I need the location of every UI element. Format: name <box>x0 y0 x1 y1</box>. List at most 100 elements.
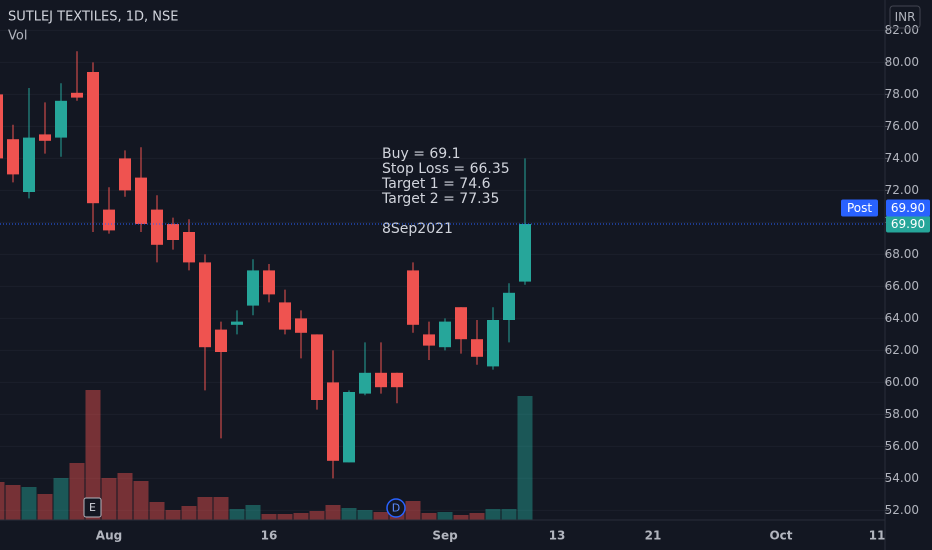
chart-title: SUTLEJ TEXTILES, 1D, NSE <box>8 10 178 25</box>
y-tick-label: 80.00 <box>885 55 919 69</box>
x-tick-label: Sep <box>432 529 458 543</box>
volume-bar <box>85 390 101 520</box>
volume-bar <box>53 478 69 520</box>
volume-bar <box>101 478 117 520</box>
candle-body <box>311 334 323 400</box>
candle-body <box>439 321 451 348</box>
candle-body <box>135 177 147 224</box>
volume-pane <box>0 390 533 520</box>
price-pane <box>0 51 531 479</box>
volume-bar <box>117 473 133 520</box>
post-tag-box <box>841 199 878 217</box>
x-tick-label: 11 <box>869 529 886 543</box>
volume-bar <box>373 512 389 520</box>
candle-body <box>215 329 227 352</box>
grid <box>0 29 885 511</box>
candle-body <box>455 307 467 340</box>
currency-box[interactable] <box>889 5 921 29</box>
volume-bar <box>421 513 437 520</box>
y-tick-label: 72.00 <box>885 183 919 197</box>
volume-bar <box>133 481 149 520</box>
post-price-label: 69.90 <box>891 201 925 215</box>
volume-bar <box>277 514 293 520</box>
candle-body <box>103 209 115 231</box>
volume-bar <box>261 514 277 520</box>
candle-body <box>279 302 291 330</box>
dividend-marker[interactable] <box>386 498 406 518</box>
volume-bar <box>181 506 197 520</box>
candle-body <box>359 372 371 394</box>
candle-body <box>151 209 163 245</box>
candle-body <box>327 382 339 461</box>
candle-body <box>0 94 3 159</box>
volume-bar <box>229 509 245 520</box>
x-tick-label: Aug <box>96 529 122 543</box>
candle-body <box>263 270 275 295</box>
volume-bar <box>485 509 501 520</box>
candle-body <box>231 321 243 325</box>
candle-body <box>39 134 51 141</box>
y-tick-label: 64.00 <box>885 311 919 325</box>
candle-body <box>343 392 355 463</box>
y-tick-label: 60.00 <box>885 375 919 389</box>
annotation-date: 8Sep2021 <box>382 221 453 237</box>
annotation-line: Target 2 = 77.35 <box>381 191 499 207</box>
volume-bar <box>69 463 85 520</box>
x-tick-label: 16 <box>261 529 278 543</box>
currency-label[interactable]: INR <box>895 10 916 24</box>
volume-bar <box>213 497 229 520</box>
candle-body <box>295 318 307 333</box>
candle-body <box>519 224 531 282</box>
y-axis: 52.00 54.00 56.00 58.00 60.00 62.00 64.00 66.00… <box>884 0 919 550</box>
candle-body <box>407 270 419 325</box>
volume-bar <box>501 509 517 520</box>
candle-body <box>423 334 435 346</box>
candle-body <box>167 224 179 240</box>
x-tick-label: Oct <box>769 529 792 543</box>
last-price-label: 69.90 <box>891 217 925 231</box>
volume-bar <box>0 482 5 520</box>
candle-body <box>247 270 259 306</box>
volume-bar <box>325 505 341 520</box>
volume-bar <box>405 501 421 520</box>
post-tag-label: Post <box>847 201 872 215</box>
volume-bar <box>437 512 453 520</box>
volume-bar <box>469 513 485 520</box>
y-tick-label: 76.00 <box>885 119 919 133</box>
candle-body <box>375 372 387 388</box>
candle-body <box>71 92 83 98</box>
candle-body <box>55 100 67 138</box>
volume-bar <box>5 485 21 520</box>
annotation-line: Stop Loss = 66.35 <box>382 161 510 177</box>
volume-bar <box>517 396 533 520</box>
earnings-marker[interactable] <box>83 497 102 518</box>
y-tick-label: 52.00 <box>885 503 919 517</box>
dividend-label[interactable]: D <box>392 502 400 515</box>
volume-bar <box>197 497 213 520</box>
volume-bar <box>149 502 165 520</box>
last-price-box <box>886 215 930 233</box>
volume-bar <box>309 511 325 520</box>
candle-body <box>87 72 99 204</box>
candle-body <box>119 158 131 191</box>
price-labels: 69.90 Post 69.90 <box>0 199 930 233</box>
candle-body <box>199 262 211 348</box>
candle-body <box>391 372 403 388</box>
y-tick-label: 58.00 <box>885 407 919 421</box>
volume-bar <box>21 487 37 520</box>
candle-body <box>23 137 35 192</box>
earnings-label[interactable]: E <box>89 501 96 514</box>
y-tick-label: 62.00 <box>885 343 919 357</box>
y-tick-label: 82.00 <box>885 23 919 37</box>
x-tick-label: 21 <box>645 529 662 543</box>
volume-bar <box>341 508 357 520</box>
candle-body <box>183 232 195 263</box>
candle-body <box>7 139 19 175</box>
candle-body <box>471 339 483 357</box>
x-axis: Aug 16 Sep 13 21 Oct 11 <box>0 519 886 543</box>
y-tick-label: 56.00 <box>885 439 919 453</box>
volume-bar <box>165 510 181 520</box>
candle-body <box>503 292 515 320</box>
